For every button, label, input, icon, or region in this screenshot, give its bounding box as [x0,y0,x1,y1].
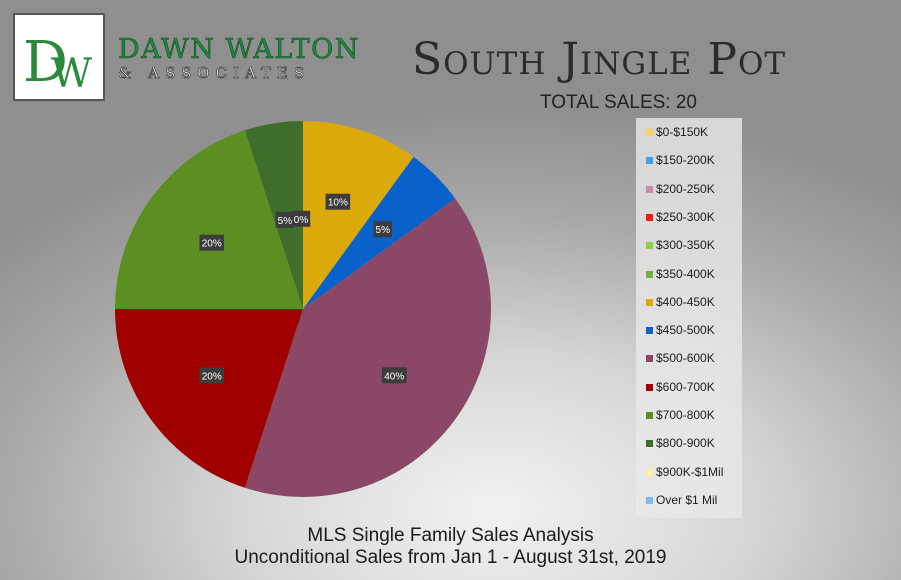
data-label--600-700k: 20% [199,367,225,384]
pie-slice--700-800k [115,130,303,309]
svg-text:5%: 5% [376,225,391,236]
legend-swatch [646,327,653,335]
pie-slice--800-900k [244,121,303,309]
svg-text:W: W [51,51,92,97]
logo-monogram: D W [13,13,105,101]
legend-label: $900K-$1Mil [656,464,724,479]
legend-label: $0-$150K [656,125,709,139]
data-label--400-450k: 10% [325,193,351,210]
legend-swatch [646,355,653,363]
pie-slice--500-600k [244,198,491,497]
legend-label: $350-400K [656,266,715,281]
footer-line-2: Unconditional Sales from Jan 1 - August … [234,547,667,568]
legend-label: $200-250K [656,181,715,196]
svg-text:40%: 40% [384,371,404,382]
legend-item: $600-700K [646,377,715,397]
total-sales: TOTAL SALES: 20 [540,92,698,113]
legend-swatch [646,440,653,448]
legend-swatch [646,298,653,306]
legend-item: $250-300K [646,207,715,227]
svg-text:20%: 20% [202,239,222,250]
legend-label: Over $1 Mil [656,492,718,507]
legend-swatch [646,270,653,278]
legend-item: $700-800K [646,405,715,425]
legend-item: Over $1 Mil [646,490,717,510]
pie-slice--600-700k [114,309,303,488]
dw-monogram-icon: D W [23,30,92,97]
legend-label: $400-450K [656,294,715,309]
pie-slice--400-450k [303,121,414,309]
data-label--450-500k: 5% [373,221,392,238]
logo-subbrand-text: & ASSOCIATES [118,64,311,83]
logo-brand-text: DAWN WALTON [118,34,360,66]
legend-label: $800-900K [656,436,715,451]
legend-swatch [646,383,653,391]
legend-item: $500-600K [646,348,715,368]
legend-swatch [646,412,653,419]
svg-text:D: D [23,30,68,95]
legend-item: $200-250K [646,179,715,199]
legend: $0-$150K $150-200K $200-250K $250-300K $300-… [636,118,742,518]
legend-item: $400-450K [646,292,715,312]
legend-label: $250-300K [656,209,715,224]
svg-text:20%: 20% [202,371,222,382]
legend-swatch [646,496,653,504]
legend-swatch [646,468,653,476]
legend-label: $450-500K [656,323,715,338]
legend-item: $800-900K [646,433,715,453]
data-label--700-800k: 20% [199,234,225,251]
legend-item: $900K-$1Mil [646,462,723,482]
page-title: South Jingle Pot [412,34,787,85]
legend-label: $500-600K [656,351,715,366]
data-label--500-600k: 40% [381,367,407,384]
legend-swatch [646,242,653,250]
svg-text:10%: 10% [328,198,348,209]
data-label--800-900k: 5% [275,211,295,228]
legend-item: $300-350K [646,235,715,255]
legend-item: $350-400K [646,264,715,284]
legend-swatch [646,157,653,165]
legend-label: $600-700K [656,379,715,394]
footer-line-1: MLS Single Family Sales Analysis [307,525,594,546]
legend-swatch [646,213,653,221]
data-label--900k-1mil: 0% [291,210,311,227]
legend-item: $0-$150K [646,122,708,142]
legend-swatch [646,185,653,193]
svg-text:0%: 0% [294,215,309,226]
legend-label: $150-200K [656,153,715,168]
legend-item: $450-500K [646,320,715,340]
legend-item: $150-200K [646,150,715,170]
legend-swatch [646,129,653,136]
legend-label: $700-800K [656,408,715,422]
legend-label: $300-350K [656,238,715,253]
svg-text:5%: 5% [278,216,293,227]
